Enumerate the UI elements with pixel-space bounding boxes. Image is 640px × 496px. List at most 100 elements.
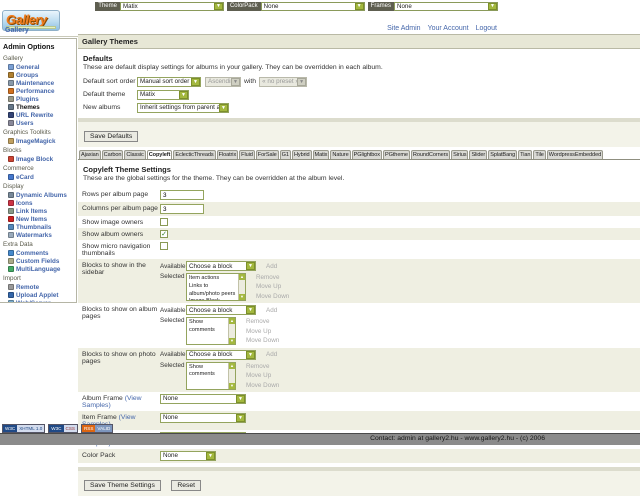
users-icon [8,120,14,126]
sidebar-item-web-server[interactable]: Web/Server [0,299,75,302]
album-frame-select[interactable]: None ▼ [160,393,246,404]
scroll-up-icon[interactable]: ▲ [239,274,245,280]
scroll-down-icon[interactable]: ▼ [229,338,235,345]
tab-floatrix[interactable]: Floatrix [216,150,239,159]
list-item[interactable]: Links to album/photo peers [189,282,236,297]
tab-roundcorners[interactable]: RoundCorners [410,150,451,159]
scrollbar[interactable]: ▲ ▼ [228,318,235,345]
site-admin-link[interactable]: Site Admin [387,25,421,32]
blocks-photo-available-select[interactable]: Choose a block ▼ [186,349,256,360]
tab-copyleft[interactable]: Copyleft [146,150,173,159]
sidebar-item-plugins[interactable]: Plugins [0,95,75,103]
rows-per-page-input[interactable] [160,190,204,200]
sidebar-item-link-items[interactable]: Link Items [0,207,75,215]
frames-select[interactable]: None ▼ [394,1,498,11]
tab-tile[interactable]: Tile [533,150,546,159]
sidebar-item-imagemagick[interactable]: ImageMagick [0,137,75,145]
blocks-photo-label: Blocks to show on photo pages [82,350,156,365]
tab-eclecticthreads[interactable]: EclecticThreads [173,150,216,159]
sidebar-item-maintenance[interactable]: Maintenance [0,79,75,87]
tab-tian[interactable]: Tian [518,150,533,159]
blocks-sidebar-available-select[interactable]: Choose a block ▼ [186,261,256,271]
tab-carbon[interactable]: Carbon [101,150,124,159]
tab-slider[interactable]: Slider [469,150,488,159]
list-item[interactable]: Item actions [189,275,220,281]
tab-ajaxian[interactable]: Ajaxian [79,150,101,159]
sidebar-item-comments[interactable]: Comments [0,249,75,257]
list-item[interactable]: Image Block [189,298,236,300]
item-frame-select[interactable]: None ▼ [160,412,246,423]
defaults-description: These are default display settings for a… [83,64,383,71]
sidebar-item-performance[interactable]: Performance [0,87,75,95]
tab-forsale[interactable]: ForSale [255,150,279,159]
tab-fluid[interactable]: Fluid [239,150,255,159]
upload-applet-icon [8,292,14,298]
tab-pgtheme[interactable]: PGtheme [382,150,410,159]
colorpack-select[interactable]: None ▼ [260,1,365,11]
show-album-owners-checkbox[interactable]: ✓ [160,230,168,238]
tab-hybrid[interactable]: Hybrid [291,150,312,159]
sidebar-item-groups[interactable]: Groups [0,71,75,79]
scroll-up-icon[interactable]: ▲ [229,362,235,369]
tab-wordpressembedded[interactable]: WordpressEmbedded [546,150,604,159]
album-frame-view-samples-link[interactable]: (View Samples) [82,394,142,409]
blocks-album-selected-list[interactable]: Show comments ▲ ▼ [186,317,236,346]
new-albums-row: New albums Inherit settings from parent … [83,101,635,114]
tab-sirius[interactable]: Sirius [451,150,469,159]
blocks-sidebar-selected-list[interactable]: Item actions Links to album/photo peers … [186,273,246,301]
list-item[interactable]: Show comments [189,319,215,334]
show-image-owners-checkbox[interactable] [160,218,168,226]
tab-matix[interactable]: Matix [312,150,330,159]
gallery-logo[interactable]: Gallery [2,10,60,31]
theme-select[interactable]: Matix ▼ [119,1,224,11]
sidebar-item-url-rewrite[interactable]: URL Rewrite [0,111,75,119]
scrollbar[interactable]: ▲ ▼ [238,274,245,300]
tab-classic[interactable]: Classic [124,150,146,159]
blocks-album-available-select[interactable]: Choose a block ▼ [186,305,256,316]
reset-button[interactable]: Reset [171,479,202,491]
dynamic-albums-icon [8,192,14,198]
themes-icon [8,104,14,110]
scroll-down-icon[interactable]: ▼ [239,294,245,300]
rss-valid-badge[interactable]: RSS VALID [80,424,114,433]
scroll-down-icon[interactable]: ▼ [229,382,235,389]
tab-splatbang[interactable]: SplatBang [488,150,518,159]
list-item[interactable]: Show comments [189,363,215,378]
save-defaults-button[interactable]: Save Defaults [84,131,139,142]
comments-icon [8,250,14,256]
sort-preset-select: « no preset » ▼ [259,76,308,87]
sidebar-item-multilanguage[interactable]: MultiLanguage [0,265,75,273]
css-valid-badge[interactable]: W3C CSS [48,424,78,433]
show-micro-nav-checkbox[interactable] [160,242,168,250]
default-sort-order-select[interactable]: Manual sort order ▼ [137,76,201,87]
color-pack-select[interactable]: None ▼ [160,450,216,461]
sidebar-item-upload-applet[interactable]: Upload Applet [0,291,75,299]
sidebar-item-remote[interactable]: Remote [0,283,75,291]
xhtml-valid-badge[interactable]: W3C XHTML 1.0 [2,424,46,433]
blocks-photo-selected-list[interactable]: Show comments ▲ ▼ [186,361,236,390]
tab-pglightbox[interactable]: PGlightbox [351,150,382,159]
logout-link[interactable]: Logout [475,25,497,32]
sidebar-item-general[interactable]: General [0,63,75,71]
columns-per-page-input[interactable] [160,204,204,214]
tab-nature[interactable]: Nature [330,150,351,159]
sidebar-item-icons[interactable]: Icons [0,199,75,207]
tab-g1[interactable]: G1 [279,150,291,159]
new-albums-select[interactable]: Inherit settings from parent album▼ [137,102,229,113]
scroll-up-icon[interactable]: ▲ [229,318,235,325]
save-theme-settings-button[interactable]: Save Theme Settings [84,479,161,491]
sidebar-item-image-block[interactable]: Image Block [0,155,75,163]
sidebar-item-dynamic-albums[interactable]: Dynamic Albums [0,191,75,199]
sidebar-item-themes[interactable]: Themes [0,103,75,111]
sidebar-item-ecard[interactable]: eCard [0,173,75,181]
default-theme-select[interactable]: Matix ▼ [137,89,189,100]
sidebar-item-watermarks[interactable]: Watermarks [0,231,75,239]
sidebar-item-thumbnails[interactable]: Thumbnails [0,223,75,231]
columns-per-page-row: Columns per album page [78,202,640,216]
your-account-link[interactable]: Your Account [427,25,469,32]
breadcrumb-gallery-link[interactable]: Gallery [5,27,29,34]
sidebar-item-users[interactable]: Users [0,119,75,127]
scrollbar[interactable]: ▲ ▼ [228,362,235,389]
sidebar-item-new-items[interactable]: New Items [0,215,75,223]
sidebar-item-custom-fields[interactable]: Custom Fields [0,257,75,265]
